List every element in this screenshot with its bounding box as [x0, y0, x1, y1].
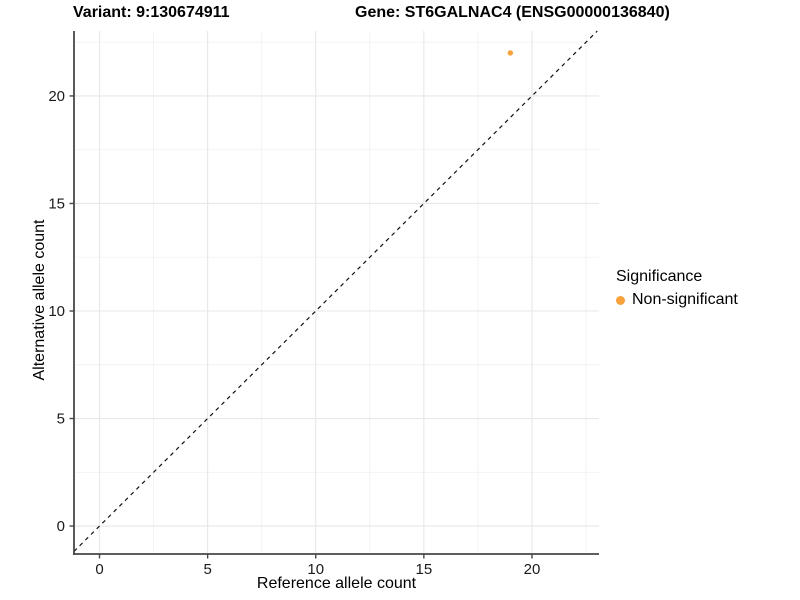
- identity-dashed-line: [73, 30, 598, 552]
- legend-item: Non-significant: [616, 291, 738, 309]
- x-tick-label: 5: [203, 561, 211, 578]
- y-tick-label: 15: [48, 195, 65, 212]
- y-axis-title: Alternative allele count: [31, 219, 48, 381]
- x-tick-label: 0: [95, 561, 103, 578]
- y-tick-label: 20: [48, 88, 65, 105]
- y-tick-label: 5: [57, 411, 65, 428]
- y-tick-label: 0: [57, 518, 65, 535]
- x-tick-label: 20: [524, 561, 541, 578]
- legend-items: Non-significant: [616, 291, 738, 309]
- variant-title: Variant: 9:130674911: [73, 4, 230, 21]
- x-tick-label: 10: [307, 561, 324, 578]
- legend-title: Significance: [616, 268, 703, 285]
- legend: Significance Non-significant: [616, 268, 738, 309]
- legend-label: Non-significant: [632, 291, 738, 308]
- x-axis-title: Reference allele count: [256, 575, 417, 592]
- x-tick-label: 15: [416, 561, 433, 578]
- data-point: [507, 50, 514, 56]
- y-tick-label: 10: [48, 303, 65, 320]
- gene-title: Gene: ST6GALNAC4 (ENSG00000136840): [355, 4, 670, 21]
- legend-point-icon: [616, 295, 625, 305]
